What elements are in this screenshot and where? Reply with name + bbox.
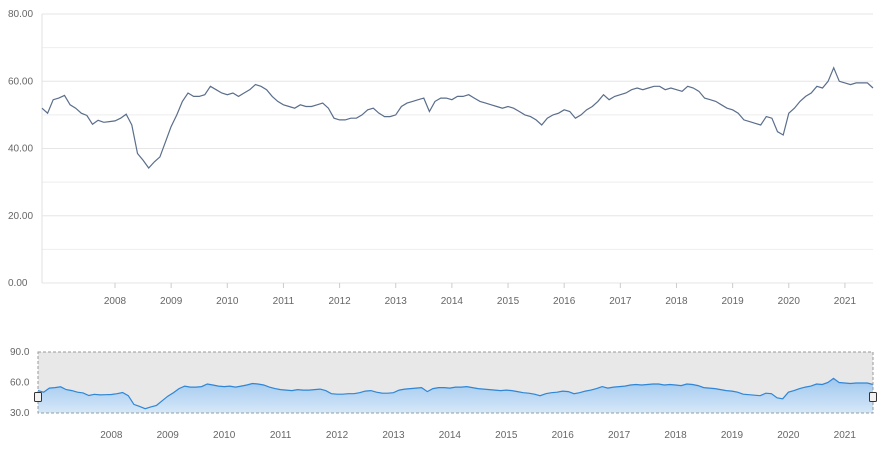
x-tick-label: 2010 bbox=[216, 296, 239, 307]
navigator-y-axis: 30.0 60.0 90.0 bbox=[10, 347, 30, 419]
x-tick-label: 2009 bbox=[160, 296, 183, 307]
x-tick-label: 2013 bbox=[385, 296, 408, 307]
series-line bbox=[41, 66, 874, 169]
navigator-x-tick-label: 2014 bbox=[439, 430, 462, 441]
navigator-x-axis: 2008 2009 2010 2011 2012 2013 2014 2015 2016 2017… bbox=[100, 430, 856, 441]
y-tick-label: 20.00 bbox=[8, 211, 33, 222]
navigator[interactable]: 30.0 60.0 90.0 2008 2009 2010 2011 2012 2013 201… bbox=[10, 347, 877, 441]
navigator-selection-border bbox=[37, 351, 874, 414]
main-y-axis: 0.00 20.00 40.00 60.00 80.00 bbox=[8, 9, 33, 289]
x-tick-label: 2017 bbox=[609, 296, 632, 307]
navigator-x-tick-label: 2013 bbox=[382, 430, 405, 441]
navigator-x-tick-label: 2008 bbox=[100, 430, 123, 441]
navigator-y-tick-label: 30.0 bbox=[10, 408, 30, 419]
navigator-y-tick-label: 60.0 bbox=[10, 378, 30, 389]
navigator-right-handle[interactable] bbox=[869, 392, 877, 402]
navigator-x-tick-label: 2016 bbox=[552, 430, 575, 441]
x-tick-label: 2014 bbox=[441, 296, 464, 307]
navigator-area bbox=[38, 378, 873, 413]
navigator-x-tick-label: 2021 bbox=[834, 430, 857, 441]
x-tick-label: 2015 bbox=[497, 296, 520, 307]
y-tick-label: 60.00 bbox=[8, 76, 33, 87]
x-tick-label: 2021 bbox=[834, 296, 857, 307]
navigator-x-tick-label: 2017 bbox=[608, 430, 631, 441]
x-tick-label: 2008 bbox=[104, 296, 127, 307]
main-gridlines bbox=[41, 13, 873, 284]
navigator-line bbox=[37, 377, 874, 410]
y-tick-label: 0.00 bbox=[8, 278, 28, 289]
navigator-x-tick-label: 2010 bbox=[213, 430, 236, 441]
main-x-axis: 2008 2009 2010 2011 2012 2013 2014 2015 2016 2017… bbox=[104, 283, 857, 307]
x-tick-label: 2016 bbox=[553, 296, 576, 307]
y-tick-label: 80.00 bbox=[8, 9, 33, 20]
x-tick-label: 2012 bbox=[328, 296, 351, 307]
navigator-x-tick-label: 2011 bbox=[270, 430, 292, 441]
navigator-x-tick-label: 2012 bbox=[326, 430, 349, 441]
x-tick-label: 2011 bbox=[273, 296, 295, 307]
y-tick-label: 40.00 bbox=[8, 144, 33, 155]
navigator-left-handle[interactable] bbox=[34, 392, 42, 402]
navigator-x-tick-label: 2009 bbox=[157, 430, 180, 441]
navigator-x-tick-label: 2020 bbox=[777, 430, 800, 441]
x-tick-label: 2019 bbox=[722, 296, 745, 307]
x-tick-label: 2018 bbox=[665, 296, 688, 307]
x-tick-label: 2020 bbox=[778, 296, 801, 307]
navigator-x-tick-label: 2019 bbox=[721, 430, 744, 441]
navigator-x-tick-label: 2015 bbox=[495, 430, 518, 441]
navigator-x-tick-label: 2018 bbox=[664, 430, 687, 441]
navigator-y-tick-label: 90.0 bbox=[10, 347, 30, 358]
